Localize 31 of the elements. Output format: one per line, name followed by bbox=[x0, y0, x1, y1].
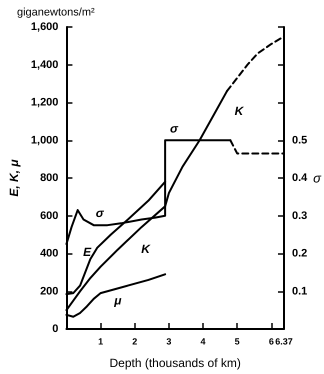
x-tick-label: 2 bbox=[132, 336, 138, 346]
y-tick-label: 1,400 bbox=[30, 58, 58, 71]
y-tick-label: 1,600 bbox=[30, 21, 58, 33]
y2-tick-label: 0.2 bbox=[292, 248, 308, 260]
y-tick-label: 600 bbox=[40, 210, 58, 222]
y-tick-label: 0 bbox=[52, 323, 58, 335]
y-tick-label: 400 bbox=[40, 248, 58, 260]
y2-axis-title: σ bbox=[313, 170, 322, 186]
x-tick-label: 6 bbox=[268, 336, 274, 346]
series-label: K bbox=[141, 242, 152, 256]
y2-tick-label: 0.4 bbox=[292, 172, 308, 184]
text: K bbox=[234, 104, 244, 118]
x-tick-label: 6.37 bbox=[275, 336, 293, 346]
y2-tick-label: 0.1 bbox=[292, 285, 308, 298]
x-tick-label: 3 bbox=[166, 336, 172, 346]
y-tick-label: 1,200 bbox=[30, 96, 58, 108]
y2-tick-label: 0.3 bbox=[292, 210, 308, 222]
x-axis-title: Depth (thousands of km) bbox=[109, 356, 241, 370]
series-label: μ bbox=[113, 294, 122, 308]
y-tick-label: 800 bbox=[40, 172, 58, 184]
x-tick-label: 1 bbox=[98, 336, 104, 346]
y-axis-title: E, K, μ bbox=[7, 158, 21, 197]
series-label: σ bbox=[96, 206, 105, 220]
y2-tick-label: 0.5 bbox=[292, 134, 308, 146]
chart-title: giganewtons/m² bbox=[17, 6, 95, 18]
y-tick-label: 200 bbox=[40, 285, 58, 298]
y-tick-label: 1,000 bbox=[30, 134, 58, 146]
x-tick-label: 4 bbox=[200, 336, 206, 346]
series-label: E bbox=[83, 244, 92, 259]
x-tick-label: 5 bbox=[234, 336, 240, 346]
text: σ bbox=[170, 121, 178, 136]
